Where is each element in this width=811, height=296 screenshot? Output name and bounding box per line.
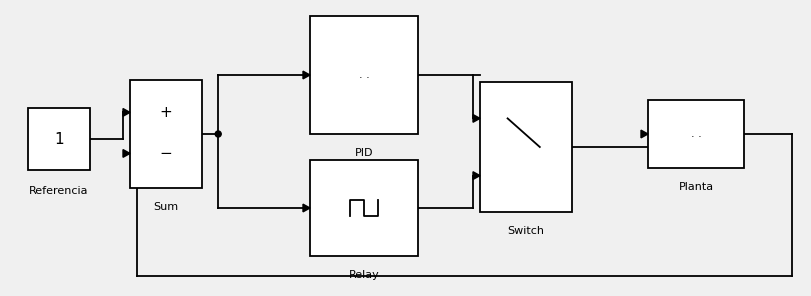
Circle shape bbox=[215, 131, 221, 137]
Polygon shape bbox=[122, 109, 130, 116]
Bar bbox=[310, 16, 418, 134]
Text: Referencia: Referencia bbox=[29, 186, 88, 196]
Text: Sum: Sum bbox=[153, 202, 178, 212]
Text: PID: PID bbox=[354, 148, 373, 158]
Polygon shape bbox=[303, 71, 310, 79]
Polygon shape bbox=[640, 130, 647, 138]
Text: 1: 1 bbox=[54, 131, 64, 147]
Bar bbox=[310, 160, 418, 256]
Bar bbox=[647, 100, 743, 168]
Text: Switch: Switch bbox=[507, 226, 544, 236]
Bar bbox=[130, 80, 202, 188]
Polygon shape bbox=[303, 204, 310, 212]
Bar bbox=[479, 82, 571, 212]
Text: Relay: Relay bbox=[348, 270, 379, 280]
Text: −: − bbox=[160, 146, 172, 161]
Text: . .: . . bbox=[690, 129, 701, 139]
Polygon shape bbox=[473, 172, 479, 179]
Text: +: + bbox=[160, 105, 172, 120]
Bar bbox=[28, 108, 90, 170]
Text: Planta: Planta bbox=[678, 182, 713, 192]
Polygon shape bbox=[473, 115, 479, 122]
Text: . .: . . bbox=[358, 70, 369, 80]
Polygon shape bbox=[122, 149, 130, 157]
